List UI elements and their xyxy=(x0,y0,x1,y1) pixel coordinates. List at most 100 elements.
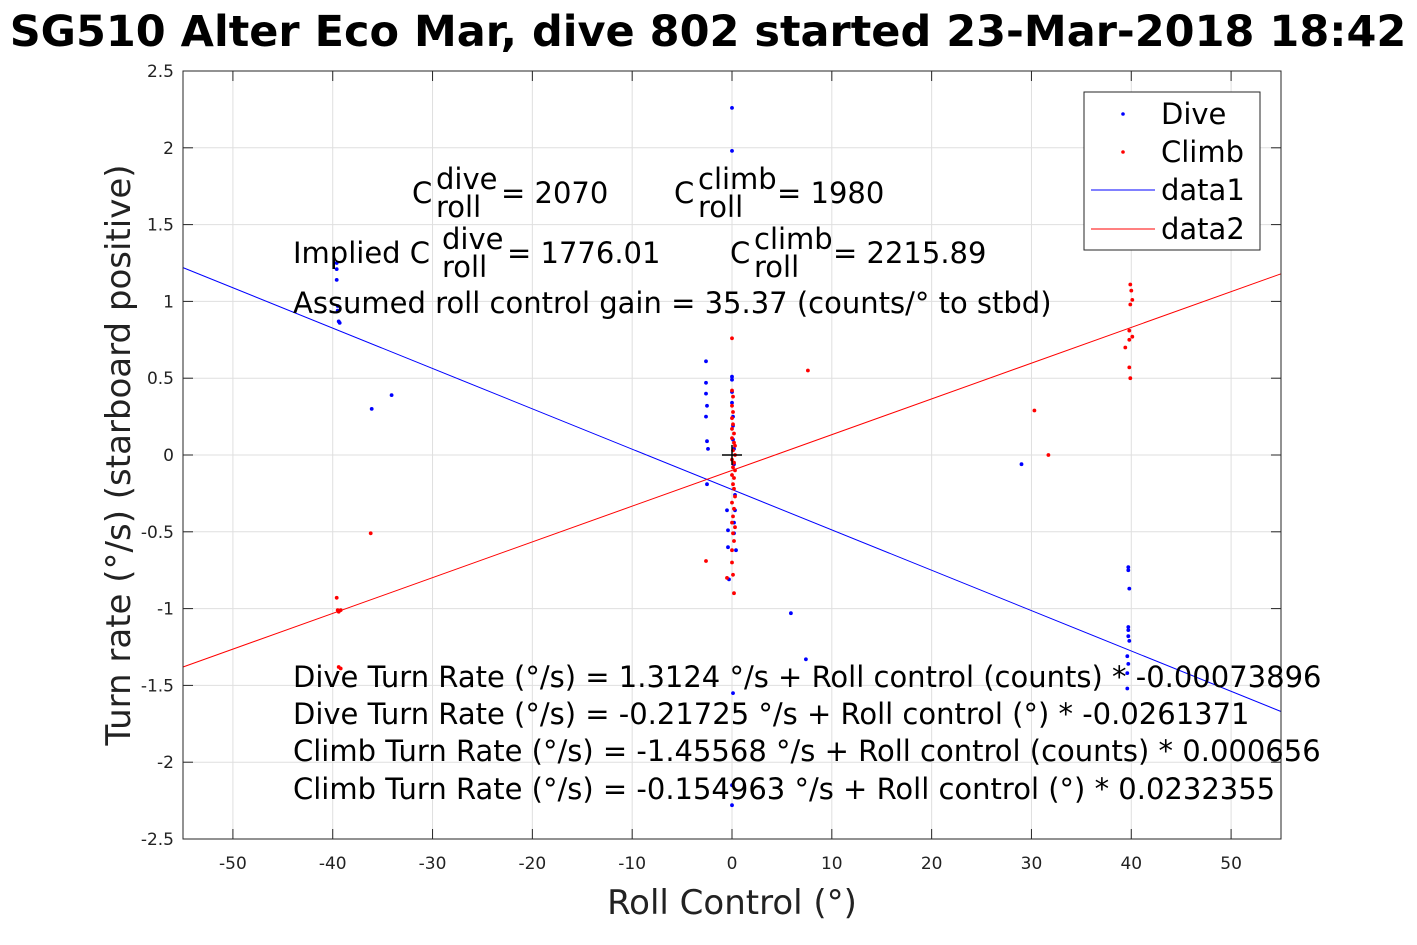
implied-climb-sup: climb xyxy=(754,222,833,256)
x-tick-label: 40 xyxy=(1120,854,1142,874)
climb-point xyxy=(1129,288,1134,293)
dive-point xyxy=(704,391,708,396)
climb-point xyxy=(1130,298,1135,302)
climb-point xyxy=(732,431,736,436)
climb-point xyxy=(730,388,734,393)
equation-climb-counts: Climb Turn Rate (°/s) = -1.45568 °/s + R… xyxy=(293,734,1321,768)
dive-point xyxy=(369,407,374,411)
implied-dive-sup: dive xyxy=(442,222,503,256)
roll-coefficients: C dive roll = 2070 C climb roll = 1980 I… xyxy=(293,162,1052,320)
dive-point xyxy=(726,545,730,550)
x-tick-label: -10 xyxy=(618,854,646,874)
x-tick-label: 50 xyxy=(1220,854,1242,874)
c-dive-sub: roll xyxy=(436,190,481,224)
fit-line-data1 xyxy=(182,267,1282,712)
dive-point xyxy=(1127,586,1132,591)
y-tick-label: 0.5 xyxy=(147,369,174,389)
climb-point xyxy=(1128,302,1133,307)
climb-point xyxy=(732,506,736,511)
dive-point xyxy=(734,548,738,553)
y-tick-label: -0.5 xyxy=(141,523,174,543)
x-tick-label: -30 xyxy=(419,854,447,874)
climb-point xyxy=(733,525,737,530)
y-tick-label: 2 xyxy=(163,139,174,159)
climb-point xyxy=(730,473,734,477)
climb-point xyxy=(730,336,734,341)
climb-point xyxy=(731,514,735,519)
x-tick-label: -20 xyxy=(518,854,546,874)
dive-point xyxy=(725,508,729,513)
climb-point xyxy=(338,666,343,671)
dive-point xyxy=(705,482,709,487)
dive-point xyxy=(1126,628,1131,632)
dive-point xyxy=(706,447,710,451)
legend-climb-swatch xyxy=(1121,150,1125,154)
climb-point xyxy=(731,394,735,399)
dive-point xyxy=(804,657,808,662)
climb-point xyxy=(732,476,736,480)
dive-point xyxy=(337,321,342,325)
dive-point xyxy=(1125,671,1130,675)
equation-dive-degrees: Dive Turn Rate (°/s) = -0.21725 °/s + Ro… xyxy=(293,697,1250,731)
climb-point xyxy=(334,595,339,600)
climb-point xyxy=(730,520,734,525)
dive-point xyxy=(731,691,735,695)
climb-point xyxy=(733,494,737,499)
y-tick-label: 1 xyxy=(163,292,174,312)
dive-point xyxy=(389,393,394,397)
dive-point xyxy=(1127,639,1132,643)
implied-climb-sub: roll xyxy=(754,250,799,284)
center-marker xyxy=(722,445,742,465)
y-tick-label: -2 xyxy=(157,753,174,773)
dive-point xyxy=(730,106,734,110)
climb-point xyxy=(730,403,734,408)
equation-climb-degrees: Climb Turn Rate (°/s) = -0.154963 °/s + … xyxy=(293,772,1275,806)
c-dive-sup: dive xyxy=(436,162,497,196)
dive-point xyxy=(334,278,339,282)
climb-point xyxy=(731,410,735,414)
dive-point xyxy=(705,439,709,444)
climb-point xyxy=(731,572,735,577)
climb-point xyxy=(1046,453,1051,457)
climb-point xyxy=(733,468,737,473)
legend-box xyxy=(1083,91,1261,251)
dive-point xyxy=(730,374,734,379)
data-points xyxy=(334,106,1135,808)
dive-point xyxy=(335,304,340,308)
dive-point xyxy=(730,783,734,788)
x-tick-label: 0 xyxy=(727,854,738,874)
climb-point xyxy=(730,436,734,440)
dive-point xyxy=(730,377,734,382)
dive-point xyxy=(1019,462,1024,467)
dive-point xyxy=(730,803,734,808)
climb-point xyxy=(733,443,737,448)
x-tick-label: 10 xyxy=(821,854,843,874)
implied-prefix: Implied C xyxy=(293,236,430,270)
climb-point xyxy=(1123,345,1128,350)
climb-point xyxy=(338,608,343,612)
c-climb-label: C xyxy=(674,176,694,210)
fit-equations: Dive Turn Rate (°/s) = 1.3124 °/s + Roll… xyxy=(293,660,1321,806)
dive-point xyxy=(335,308,340,313)
x-tick-label: -40 xyxy=(319,854,347,874)
climb-point xyxy=(1032,408,1037,413)
climb-point xyxy=(1128,282,1133,287)
climb-point xyxy=(732,460,736,465)
dive-point xyxy=(1126,662,1131,666)
dive-point xyxy=(334,261,339,265)
roll-gain-annotation: Assumed roll control gain = 35.37 (count… xyxy=(293,286,1052,320)
climb-point xyxy=(730,560,734,565)
dive-point xyxy=(704,380,708,385)
x-axis-ticks: -50 -40 -30 -20 -10 0 10 20 30 40 50 xyxy=(219,71,1242,874)
fit-lines xyxy=(182,267,1282,712)
dive-point xyxy=(334,267,339,271)
plot-frame xyxy=(182,70,1282,840)
climb-point xyxy=(368,531,373,536)
climb-point xyxy=(732,440,736,445)
climb-point xyxy=(730,500,734,505)
climb-point xyxy=(806,368,810,373)
climb-point xyxy=(704,559,708,563)
climb-point xyxy=(730,427,734,431)
x-axis-label: Roll Control (°) xyxy=(607,883,857,923)
climb-point xyxy=(731,531,735,536)
